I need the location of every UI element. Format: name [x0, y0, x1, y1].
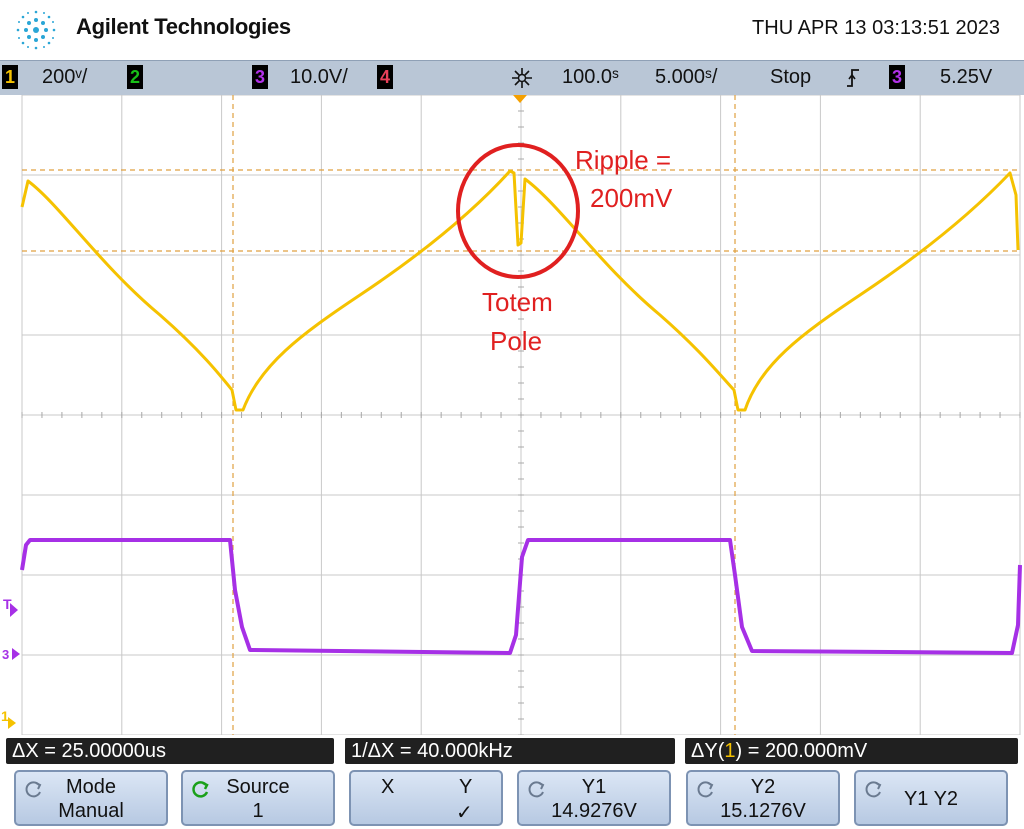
trigger-source-indicator[interactable]: 3: [889, 65, 905, 89]
ch1-indicator[interactable]: 1: [2, 65, 18, 89]
delta-y-channel: 1: [724, 740, 736, 762]
totem-label-line2: Pole: [490, 326, 542, 356]
delta-x-readout: ΔX = 25.00000us: [6, 738, 334, 764]
ch1-marker-label: 1: [1, 708, 9, 724]
cursor-lines: [22, 95, 1020, 735]
agilent-logo-icon: [16, 10, 56, 50]
delta-y-suffix: ) = 200.000mV: [735, 740, 868, 762]
inverse-delta-x-value: 1/ΔX = 40.000kHz: [351, 740, 513, 762]
ch1-scale: 200ᵛ/: [42, 66, 88, 88]
date-time: THU APR 13 03:13:51 2023: [752, 17, 1000, 39]
delta-x-value: ΔX = 25.00000us: [12, 740, 167, 762]
source-label: Source: [226, 776, 290, 798]
ch1-trace: [20, 169, 1020, 412]
horizontal-timebase-icon: [512, 68, 532, 88]
t-ground-marker[interactable]: T: [3, 596, 18, 617]
measurement-bar: ΔX = 25.00000us 1/ΔX = 40.000kHz ΔY(1) =…: [0, 735, 1024, 767]
ripple-label-line1: Ripple =: [575, 145, 671, 175]
delta-y-readout: ΔY(1) = 200.000mV: [685, 738, 1018, 764]
mode-value: Manual: [58, 800, 124, 822]
y-selected-check: ✓: [456, 802, 473, 824]
t-marker-label: T: [3, 596, 12, 612]
y2-value: 15.1276V: [720, 800, 806, 822]
channel-status-bar: 1 200ᵛ/ 2 3 10.0V/ 4 100.0ˢ 5.000ˢ/ Stop…: [0, 60, 1024, 96]
ripple-label-line2: 200mV: [590, 183, 673, 213]
source-softkey[interactable]: Source 1: [181, 770, 335, 826]
trigger-level: 5.25V: [940, 66, 993, 88]
y-option: Y: [459, 776, 473, 798]
rotate-knob-icon: [528, 781, 545, 798]
delta-y-prefix: ΔY(: [691, 740, 725, 762]
x-option: X: [381, 776, 395, 798]
mode-label: Mode: [65, 776, 117, 798]
trigger-slope-icon: [847, 69, 859, 87]
y1-value: 14.9276V: [551, 800, 637, 822]
totem-pole-circle: [456, 143, 580, 279]
waveform-display[interactable]: Ripple = 200mV Totem Pole T 3 1: [0, 95, 1024, 735]
y2-softkey[interactable]: Y2 15.1276V: [686, 770, 840, 826]
trigger-position-marker: [513, 95, 527, 103]
ch2-indicator[interactable]: 2: [127, 65, 143, 89]
xy-softkey[interactable]: X Y ✓: [349, 770, 503, 826]
y2-label: Y2: [750, 776, 776, 798]
graticule-and-traces: Ripple = 200mV Totem Pole T 3 1: [1, 95, 1022, 735]
horizontal-scale: 5.000ˢ/: [655, 66, 718, 88]
ch3-trace: [20, 538, 1022, 655]
brand-name: Agilent Technologies: [76, 14, 291, 39]
header-bar: Agilent Technologies THU APR 13 03:13:51…: [0, 0, 1024, 60]
ch3-indicator[interactable]: 3: [252, 65, 268, 89]
totem-label-line1: Totem: [482, 287, 553, 317]
softkey-bar: Mode Manual Source 1 X Y ✓ Y1 14.9276V Y…: [0, 767, 1024, 829]
ch3-ground-marker[interactable]: 3: [2, 647, 20, 662]
ch3-scale: 10.0V/: [290, 66, 348, 88]
rotate-knob-icon: [25, 781, 42, 798]
ch4-indicator[interactable]: 4: [377, 65, 393, 89]
rotate-knob-icon: [192, 781, 209, 798]
run-state[interactable]: Stop: [770, 66, 812, 88]
rotate-knob-icon: [865, 781, 882, 798]
y1-softkey[interactable]: Y1 14.9276V: [517, 770, 671, 826]
inverse-delta-x-readout: 1/ΔX = 40.000kHz: [345, 738, 675, 764]
mode-softkey[interactable]: Mode Manual: [14, 770, 168, 826]
rotate-knob-icon: [697, 781, 714, 798]
source-value: 1: [252, 800, 264, 822]
y1-y2-label: Y1 Y2: [903, 788, 959, 810]
ch1-ground-marker[interactable]: 1: [1, 708, 16, 729]
horizontal-delay: 100.0ˢ: [562, 66, 619, 88]
y1-y2-softkey[interactable]: Y1 Y2: [854, 770, 1008, 826]
y1-label: Y1: [581, 776, 607, 798]
ch3-marker-label: 3: [2, 647, 9, 662]
